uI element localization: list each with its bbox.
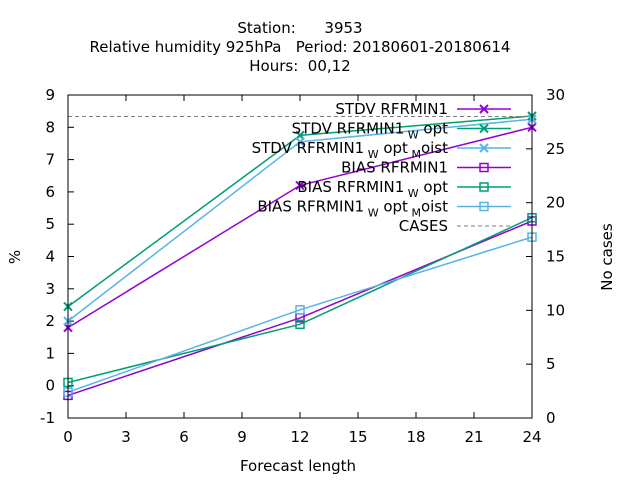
y-tick-label: 4 (45, 248, 55, 266)
y-tick-label: 0 (45, 377, 55, 395)
y2-tick-label: 5 (546, 355, 556, 373)
x-tick-label: 12 (290, 428, 309, 446)
data-point (295, 137, 305, 147)
y-tick-label: 3 (45, 280, 55, 298)
chart-title-line-3: Hours: 00,12 (249, 57, 350, 75)
y-tick-label: -1 (40, 409, 55, 427)
legend-entry-label: STDV RFRMIN1 W opt (292, 120, 448, 142)
legend-entry-label: STDV RFRMIN1 (335, 100, 448, 118)
y2-axis-label: No cases (598, 223, 616, 291)
x-tick-label: 3 (121, 428, 131, 446)
y-tick-label: 2 (45, 312, 55, 330)
y2-tick-label: 25 (546, 140, 565, 158)
legend-swatch-marker (479, 104, 489, 114)
data-point (295, 319, 305, 330)
series-line-bias-rfrmin1-w-opt (67, 217, 533, 384)
y2-tick-label: 10 (546, 301, 565, 319)
series-lines (67, 115, 533, 397)
y2-tick-label: 15 (546, 248, 565, 266)
legend-entry-label: BIAS RFRMIN1 W opt (297, 178, 448, 200)
legend-swatch-marker (479, 201, 489, 212)
legend-entry-label: CASES (399, 217, 448, 235)
y-tick-label: 7 (45, 151, 55, 169)
legend-swatch-marker (479, 182, 489, 192)
y-axis-label: % (6, 250, 24, 264)
series-line-stdv-rfrmin1 (67, 126, 533, 329)
x-tick-label: 15 (348, 428, 367, 446)
x-tick-label: 0 (63, 428, 73, 446)
series-line-bias-rfrmin1-w-opt-m-oist (67, 236, 533, 393)
chart-title-line-2: Relative humidity 925hPa Period: 2018060… (90, 38, 511, 56)
y2-tick-label: 30 (546, 86, 565, 104)
y2-tick-label: 0 (546, 409, 556, 427)
data-point (295, 180, 305, 191)
x-axis-label: Forecast length (240, 457, 356, 475)
x-tick-label: 21 (464, 428, 483, 446)
legend-entry-label: STDV RFRMIN1 W opt Moist (252, 139, 449, 161)
chart-title-line-1: Station: 3953 (237, 19, 362, 37)
legend-swatch-marker (479, 123, 489, 134)
legend-swatch-marker (479, 143, 489, 153)
legend-entry-label: BIAS RFRMIN1 (341, 159, 448, 177)
x-tick-label: 24 (522, 428, 541, 446)
legend-swatch-marker (479, 162, 489, 173)
legend-entry-label: BIAS RFRMIN1 W opt Moist (257, 198, 448, 220)
x-tick-label: 9 (237, 428, 247, 446)
data-point (295, 305, 305, 315)
x-tick-label: 6 (179, 428, 189, 446)
y-tick-label: 1 (45, 344, 55, 362)
x-tick-label: 18 (406, 428, 425, 446)
y2-tick-label: 20 (546, 194, 565, 212)
y-tick-label: 9 (45, 86, 55, 104)
y-tick-label: 5 (45, 215, 55, 233)
plot-frame (67, 94, 533, 419)
y-tick-label: 8 (45, 118, 55, 136)
series-line-bias-rfrmin1 (67, 220, 533, 397)
y-tick-label: 6 (45, 183, 55, 201)
